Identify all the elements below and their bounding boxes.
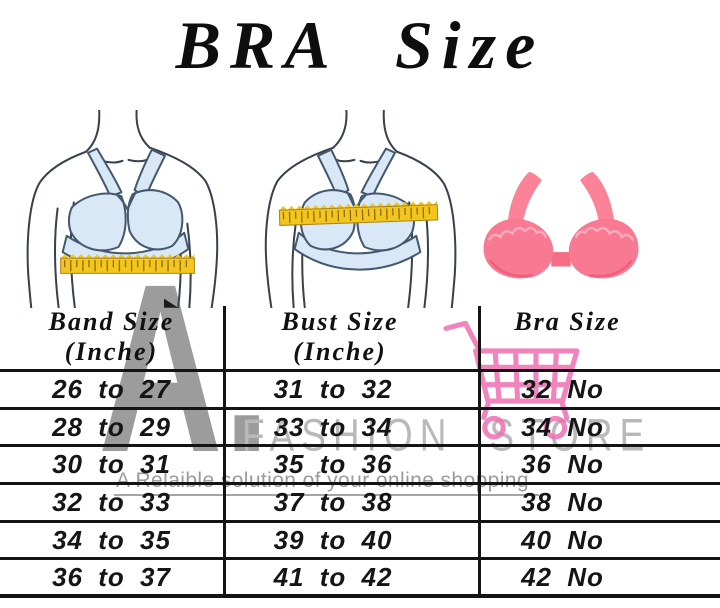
bust-size-cell: 39 to 40 <box>223 522 478 558</box>
bra-size-cell: 40 No <box>478 522 720 558</box>
column-header-bust-size: Bust Size (Inche) <box>223 306 478 369</box>
band-size-cell: 36 to 37 <box>52 561 171 592</box>
bra-size-cell: 34 No <box>478 409 720 445</box>
brand-name-watermark: FASHION STORE <box>242 410 651 461</box>
bra-bust-measure-figure <box>264 110 457 308</box>
table-row: 30 to 31 35 to 36 36 No <box>0 447 720 486</box>
brand-word-fashion: FASHION <box>242 410 454 461</box>
table-row: 28 to 29 33 to 34 34 No <box>0 409 720 448</box>
table-row: 36 to 37 41 to 42 42 No <box>0 560 720 599</box>
band-size-cell: 28 to 29 <box>52 411 171 442</box>
bust-size-cell: 37 to 38 <box>223 485 478 520</box>
column-header-band-size: Band Size (Inche) <box>48 307 175 366</box>
brand-tagline-watermark: A Relaible solution of your online shopp… <box>114 469 539 496</box>
band-size-cell: 32 to 33 <box>52 486 171 517</box>
band-size-cell: 26 to 27 <box>52 373 171 404</box>
bra-size-cell: 42 No <box>478 560 720 595</box>
bra-size-table: Band Size (Inche) Bust Size (Inche) Bra … <box>0 306 720 599</box>
column-header-bra-size: Bra Size <box>478 306 720 369</box>
table-row: 26 to 27 31 to 32 32 No <box>0 372 720 410</box>
band-size-cell: 34 to 35 <box>52 524 171 555</box>
bra-size-cell: 36 No <box>478 447 720 483</box>
bust-size-cell: 35 to 36 <box>223 447 478 483</box>
table-row: 34 to 35 39 to 40 40 No <box>0 522 720 561</box>
pink-bra-icon <box>483 171 639 279</box>
page-title: BRA Size <box>175 7 545 83</box>
measuring-tape-bust <box>278 200 439 226</box>
bust-size-cell: 31 to 32 <box>223 372 478 407</box>
table-row: 32 to 33 37 to 38 38 No <box>0 485 720 523</box>
band-size-cell: 30 to 31 <box>52 449 171 480</box>
bust-size-cell: 33 to 34 <box>223 409 478 445</box>
brand-letter-watermark: A. <box>98 234 271 502</box>
bra-size-cell: 32 No <box>478 372 720 407</box>
bust-size-cell: 41 to 42 <box>223 560 478 595</box>
table-header-row: Band Size (Inche) Bust Size (Inche) Bra … <box>0 306 720 372</box>
measuring-tape-band <box>60 254 195 274</box>
bra-band-measure-figure <box>26 110 219 308</box>
bra-size-cell: 38 No <box>478 485 720 520</box>
